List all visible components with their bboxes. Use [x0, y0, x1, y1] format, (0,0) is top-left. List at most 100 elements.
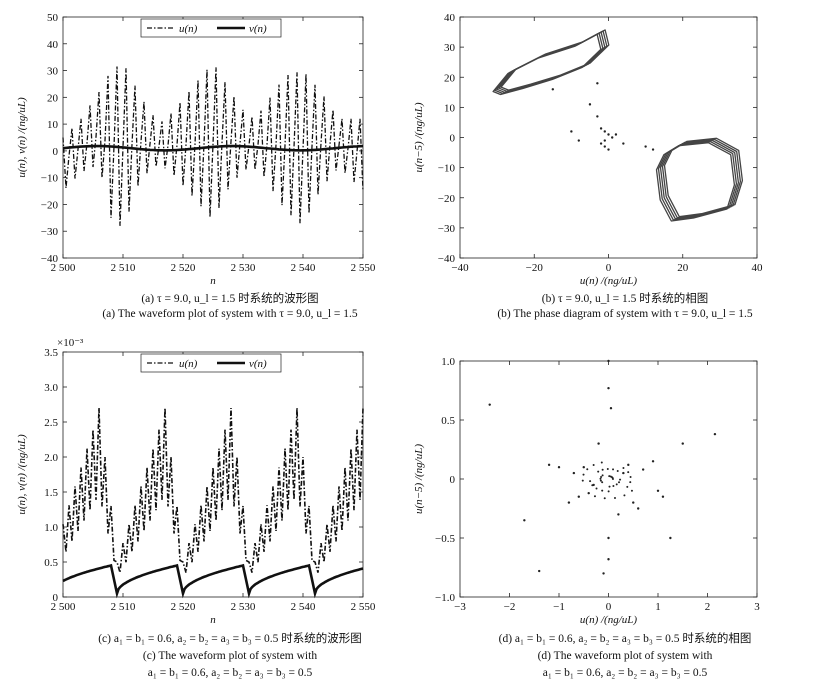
scatter-point-core [629, 476, 632, 479]
y-tick-label: 1.0 [44, 522, 58, 534]
x-tick-label: 3 [754, 601, 760, 613]
x-tick-label: 2 500 [51, 262, 76, 274]
caption-b-en: (b) The phase diagram of system with τ =… [497, 308, 753, 320]
y-tick-label: 1.5 [44, 487, 58, 499]
scatter-point [641, 468, 645, 471]
y-tick-label: 0.5 [441, 415, 455, 427]
x-tick-label: 40 [752, 262, 764, 274]
scatter-point-core [607, 490, 610, 493]
y-tick-label: 2.0 [44, 452, 58, 464]
scatter-point [607, 536, 610, 540]
x-tick-label: 2 530 [231, 262, 256, 274]
scatter-point [607, 359, 610, 363]
scatter-point [603, 130, 606, 133]
y-tick-label: 50 [47, 12, 59, 24]
y-tick-label: −0.5 [435, 533, 455, 545]
attractor-0-loop [494, 32, 604, 95]
caption-c-en2: a₁ = b₁ = 0.6, a₂ = b₂ = a₃ = b₃ = 0.5 [147, 667, 313, 679]
scatter-point-core [595, 487, 598, 490]
x-tick-label: 2 520 [171, 601, 196, 613]
scatter-point-core [601, 474, 604, 477]
attractor-0-loop [500, 29, 610, 91]
y-axis-label: u(n−5) /(ng/uL) [413, 444, 425, 514]
scatter-point [607, 148, 610, 151]
plot-frame [459, 16, 758, 259]
x-axis-label: n [210, 614, 216, 626]
scatter-point [622, 471, 625, 475]
chart-3: −3 −2 −1 0 1 2 3 −1.0 −0.5 0 0.5 1.0 u(n) /(ng/uL) u(… [413, 356, 760, 626]
caption-d-en2: a₁ = b₁ = 0.6, a₂ = b₂ = a₃ = b₃ = 0.5 [542, 667, 708, 679]
y-tick-label: −30 [438, 223, 456, 235]
y-tick-label: 1.0 [441, 356, 455, 368]
scatter-point [538, 569, 541, 573]
plot-frame [459, 360, 758, 598]
scatter-point-core [608, 485, 611, 488]
scatter-point-core [626, 485, 629, 488]
y-tick-label: 0.5 [44, 557, 58, 569]
scatter-point [588, 103, 592, 106]
scatter-point-core [612, 468, 615, 471]
scatter-point [597, 442, 600, 445]
x-tick-label: 2 510 [111, 262, 136, 274]
y-tick-label: −30 [41, 226, 59, 238]
scatter-point [587, 491, 590, 495]
legend-box [140, 18, 282, 38]
scatter-point [617, 513, 620, 516]
scatter-point-core [600, 461, 603, 464]
scatter-point-core [591, 484, 594, 487]
y-tick-label: 20 [444, 72, 456, 84]
scatter-point-core [601, 468, 604, 471]
y-tick-label: 30 [47, 66, 59, 78]
series-u-line [62, 407, 364, 573]
plot-frame [62, 351, 364, 598]
attractor-0-loop [498, 30, 608, 92]
y-tick-label: 2.5 [44, 417, 58, 429]
scatter-point [644, 145, 647, 148]
x-tick-label: 0 [606, 262, 612, 274]
scatter-point [577, 495, 580, 498]
y-axis-label: u(n), v(n) /(ng/uL) [16, 434, 28, 515]
scatter-point-core [623, 494, 626, 497]
scatter-point-core [597, 470, 600, 473]
scatter-point [551, 88, 555, 91]
x-axis-label: u(n) /(ng/uL) [580, 614, 637, 626]
scatter-point [611, 136, 614, 139]
y-tick-label: −20 [41, 199, 59, 211]
y-tick-label: 10 [444, 102, 456, 114]
y-scale-note: ×10⁻³ [57, 337, 84, 349]
y-tick-label: 10 [47, 119, 59, 131]
y-tick-label: −40 [438, 253, 456, 265]
x-tick-label: −3 [454, 601, 466, 613]
x-tick-label: 2 550 [351, 601, 376, 613]
scatter-point [596, 115, 599, 118]
scatter-point [488, 403, 491, 406]
scatter-point [609, 407, 613, 410]
x-tick-label: −20 [526, 262, 544, 274]
y-tick-label: 0 [53, 592, 59, 604]
attractor-0-loop [492, 33, 602, 96]
scatter-point [570, 130, 573, 133]
chart-0: 2 500 2 510 2 520 2 530 2 540 2 550 −40 −30 −20 −… [16, 12, 376, 287]
scatter-point-core [619, 478, 622, 481]
scatter-point [582, 466, 585, 469]
x-tick-label: 20 [677, 262, 689, 274]
scatter-point [637, 507, 640, 510]
scatter-point-core [627, 471, 630, 474]
scatter-point [599, 127, 603, 130]
caption-a-en: (a) The waveform plot of system with τ =… [102, 308, 358, 320]
scatter-point-core [603, 497, 606, 500]
x-tick-label: −1 [553, 601, 565, 613]
x-tick-label: 2 [705, 601, 711, 613]
scatter-point-core [629, 481, 632, 484]
series-v-line [62, 144, 364, 152]
attractor-1-loop [663, 137, 744, 218]
legend-u-label: u(n) [179, 358, 198, 370]
x-axis-label: u(n) /(ng/uL) [580, 275, 637, 287]
scatter-point [596, 82, 599, 85]
y-tick-label: 0 [450, 474, 456, 486]
y-tick-label: 40 [444, 12, 456, 24]
scatter-point [607, 386, 610, 390]
scatter-point [603, 145, 606, 148]
y-tick-label: −10 [438, 163, 456, 175]
